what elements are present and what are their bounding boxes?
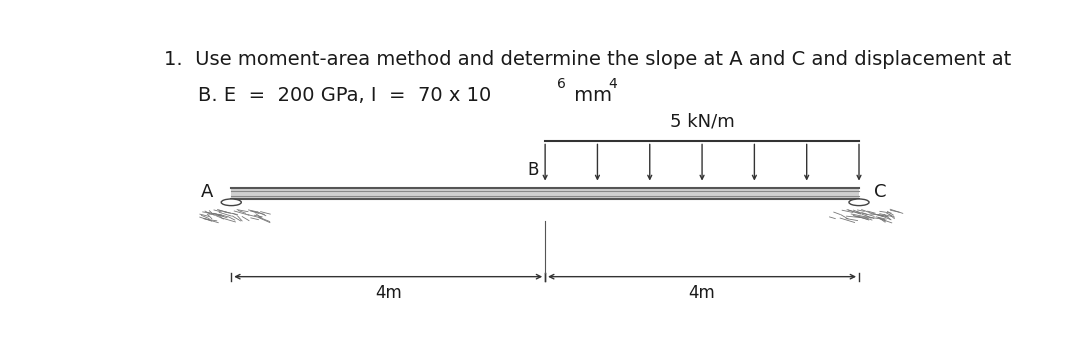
Text: 4m: 4m	[689, 284, 715, 302]
Text: B: B	[527, 161, 539, 179]
Bar	[231, 188, 859, 199]
Text: 4m: 4m	[375, 284, 402, 302]
Circle shape	[221, 199, 241, 206]
Circle shape	[849, 199, 869, 206]
Text: 5 kN/m: 5 kN/m	[670, 112, 734, 130]
Text: B. E  =  200 GPa, I  =  70 x 10: B. E = 200 GPa, I = 70 x 10	[198, 86, 491, 105]
Text: 4: 4	[609, 77, 618, 91]
Text: 6: 6	[557, 77, 566, 91]
Text: mm: mm	[568, 86, 611, 105]
Text: 1.  Use moment-area method and determine the slope at A and C and displacement a: 1. Use moment-area method and determine …	[164, 50, 1012, 69]
Text: C: C	[874, 183, 887, 201]
Text: A: A	[201, 183, 213, 201]
